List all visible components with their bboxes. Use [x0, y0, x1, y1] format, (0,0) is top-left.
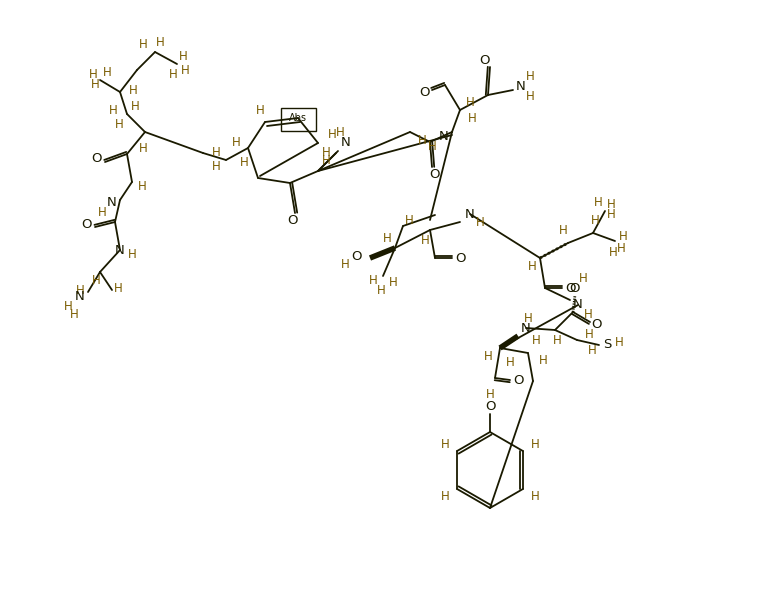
Text: H: H — [109, 103, 117, 116]
Text: H: H — [156, 35, 164, 48]
Text: H: H — [483, 349, 493, 362]
Text: H: H — [583, 309, 593, 322]
Text: O: O — [430, 168, 440, 181]
Text: H: H — [531, 490, 540, 503]
Text: N: N — [107, 195, 117, 208]
Text: H: H — [526, 91, 534, 103]
Text: H: H — [585, 328, 594, 341]
Text: O: O — [570, 282, 580, 294]
Text: O: O — [479, 54, 490, 66]
Text: H: H — [619, 230, 627, 244]
Text: N: N — [75, 290, 85, 303]
Text: H: H — [368, 273, 378, 287]
FancyBboxPatch shape — [281, 107, 315, 131]
Text: H: H — [181, 63, 189, 76]
Text: H: H — [607, 208, 615, 221]
Text: O: O — [592, 319, 602, 331]
Text: H: H — [88, 67, 98, 81]
Text: H: H — [138, 180, 146, 192]
Text: S: S — [603, 338, 612, 352]
Text: H: H — [70, 307, 78, 321]
Text: H: H — [91, 273, 100, 287]
Text: H: H — [138, 141, 147, 155]
Text: H: H — [506, 356, 515, 370]
Text: H: H — [421, 233, 429, 247]
Text: H: H — [231, 137, 240, 149]
Text: H: H — [169, 67, 178, 81]
Text: N: N — [465, 208, 475, 220]
Text: H: H — [341, 257, 350, 270]
Text: H: H — [113, 282, 122, 294]
Text: H: H — [524, 312, 533, 325]
Text: H: H — [382, 232, 391, 245]
Text: H: H — [468, 112, 476, 125]
Text: H: H — [212, 146, 221, 159]
Text: H: H — [212, 159, 221, 173]
Text: Abs: Abs — [289, 113, 307, 123]
Text: O: O — [485, 399, 495, 413]
Text: H: H — [102, 66, 111, 78]
Text: O: O — [420, 85, 430, 99]
Text: H: H — [553, 334, 561, 346]
Text: H: H — [579, 272, 587, 285]
Text: H: H — [558, 224, 568, 238]
Text: H: H — [608, 247, 617, 260]
Text: H: H — [486, 387, 494, 401]
Text: O: O — [513, 374, 523, 386]
Text: H: H — [539, 355, 547, 368]
Text: H: H — [335, 127, 344, 140]
Text: H: H — [328, 128, 336, 141]
Text: H: H — [617, 242, 626, 256]
Text: H: H — [389, 276, 397, 290]
Text: H: H — [178, 50, 188, 63]
Text: H: H — [256, 103, 264, 116]
Text: H: H — [377, 284, 386, 297]
Text: H: H — [404, 214, 414, 226]
Text: H: H — [532, 334, 540, 347]
Text: H: H — [76, 284, 84, 297]
Text: H: H — [239, 155, 249, 168]
Text: H: H — [321, 146, 330, 159]
Text: H: H — [91, 78, 99, 91]
Text: H: H — [98, 205, 106, 219]
Text: N: N — [573, 298, 583, 312]
Text: O: O — [455, 251, 465, 264]
Text: H: H — [440, 438, 450, 451]
Text: H: H — [465, 96, 475, 109]
Text: H: H — [63, 300, 73, 312]
Text: H: H — [587, 343, 597, 356]
Text: N: N — [341, 137, 351, 149]
Text: H: H — [440, 490, 450, 503]
Text: H: H — [115, 118, 124, 131]
Text: H: H — [594, 196, 602, 210]
Text: H: H — [418, 134, 426, 146]
Text: O: O — [565, 282, 576, 294]
Text: H: H — [526, 70, 534, 84]
Text: O: O — [287, 214, 297, 227]
Text: H: H — [131, 100, 139, 113]
Text: O: O — [91, 152, 102, 165]
Text: N: N — [439, 131, 449, 143]
Text: H: H — [607, 198, 615, 211]
Text: H: H — [128, 84, 138, 97]
Text: H: H — [590, 214, 599, 227]
Text: H: H — [127, 248, 136, 260]
Text: H: H — [528, 260, 536, 272]
Text: N: N — [115, 244, 125, 257]
Text: O: O — [82, 217, 92, 230]
Text: H: H — [428, 140, 436, 153]
Text: H: H — [475, 216, 484, 229]
Text: N: N — [516, 81, 526, 94]
Text: H: H — [531, 438, 540, 451]
Text: H: H — [138, 38, 147, 51]
Text: O: O — [352, 250, 362, 263]
Text: H: H — [321, 155, 330, 168]
Text: N: N — [521, 322, 531, 334]
Text: H: H — [615, 336, 623, 349]
